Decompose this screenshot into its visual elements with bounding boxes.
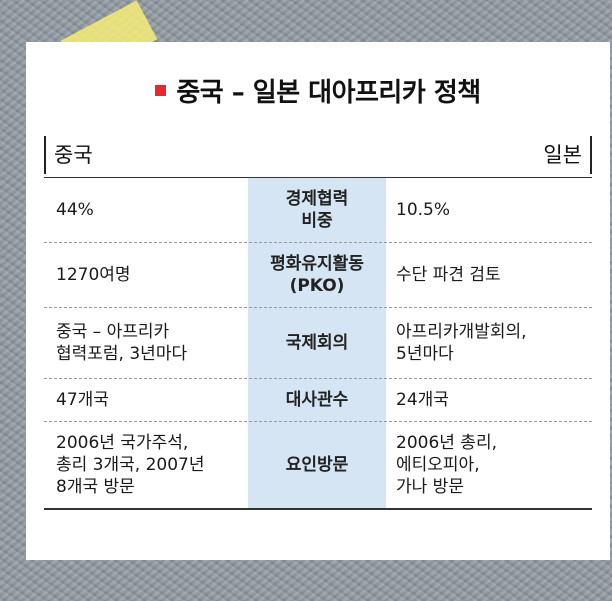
china-value: 44% (56, 200, 94, 220)
category-label: 평화유지활동 (PKO) (270, 254, 364, 296)
japan-value: 아프리카개발회의, 5년마다 (396, 322, 527, 364)
china-value: 1270여명 (56, 265, 131, 285)
china-value: 2006년 국가주석, 총리 3개국, 2007년 8개국 방문 (56, 433, 205, 497)
policy-card: 중국 – 일본 대아프리카 정책 중국 일본 44% 경제협력 비중 10.5%… (26, 42, 610, 560)
category-label: 대사관수 (285, 390, 349, 410)
column-header-japan: 일본 (543, 136, 592, 174)
japan-value: 2006년 총리, 에티오피아, 가나 방문 (396, 433, 497, 497)
table-top-rule (44, 177, 592, 178)
category-label: 요인방문 (285, 455, 349, 475)
china-value: 중국 – 아프리카 협력포럼, 3년마다 (56, 322, 188, 364)
japan-value: 24개국 (396, 390, 449, 410)
table-row: 44% 경제협력 비중 10.5% (44, 178, 592, 243)
column-header-china: 중국 (44, 136, 93, 174)
table-row: 47개국 대사관수 24개국 (44, 379, 592, 422)
japan-value: 10.5% (396, 200, 451, 220)
table-bottom-rule (44, 508, 592, 510)
japan-value: 수단 파견 검토 (396, 265, 501, 285)
category-label: 경제협력 비중 (285, 189, 349, 231)
red-square-icon (155, 85, 167, 96)
category-label: 국제회의 (285, 333, 349, 353)
page-title: 중국 – 일본 대아프리카 정책 (26, 72, 610, 109)
table-row: 중국 – 아프리카 협력포럼, 3년마다 국제회의 아프리카개발회의, 5년마다 (44, 308, 592, 379)
title-text: 중국 – 일본 대아프리카 정책 (176, 78, 481, 108)
category-column-background (248, 178, 386, 508)
table-row: 1270여명 평화유지활동 (PKO) 수단 파견 검토 (44, 243, 592, 308)
china-value: 47개국 (56, 390, 109, 410)
table-row: 2006년 국가주석, 총리 3개국, 2007년 8개국 방문 요인방문 20… (44, 422, 592, 508)
